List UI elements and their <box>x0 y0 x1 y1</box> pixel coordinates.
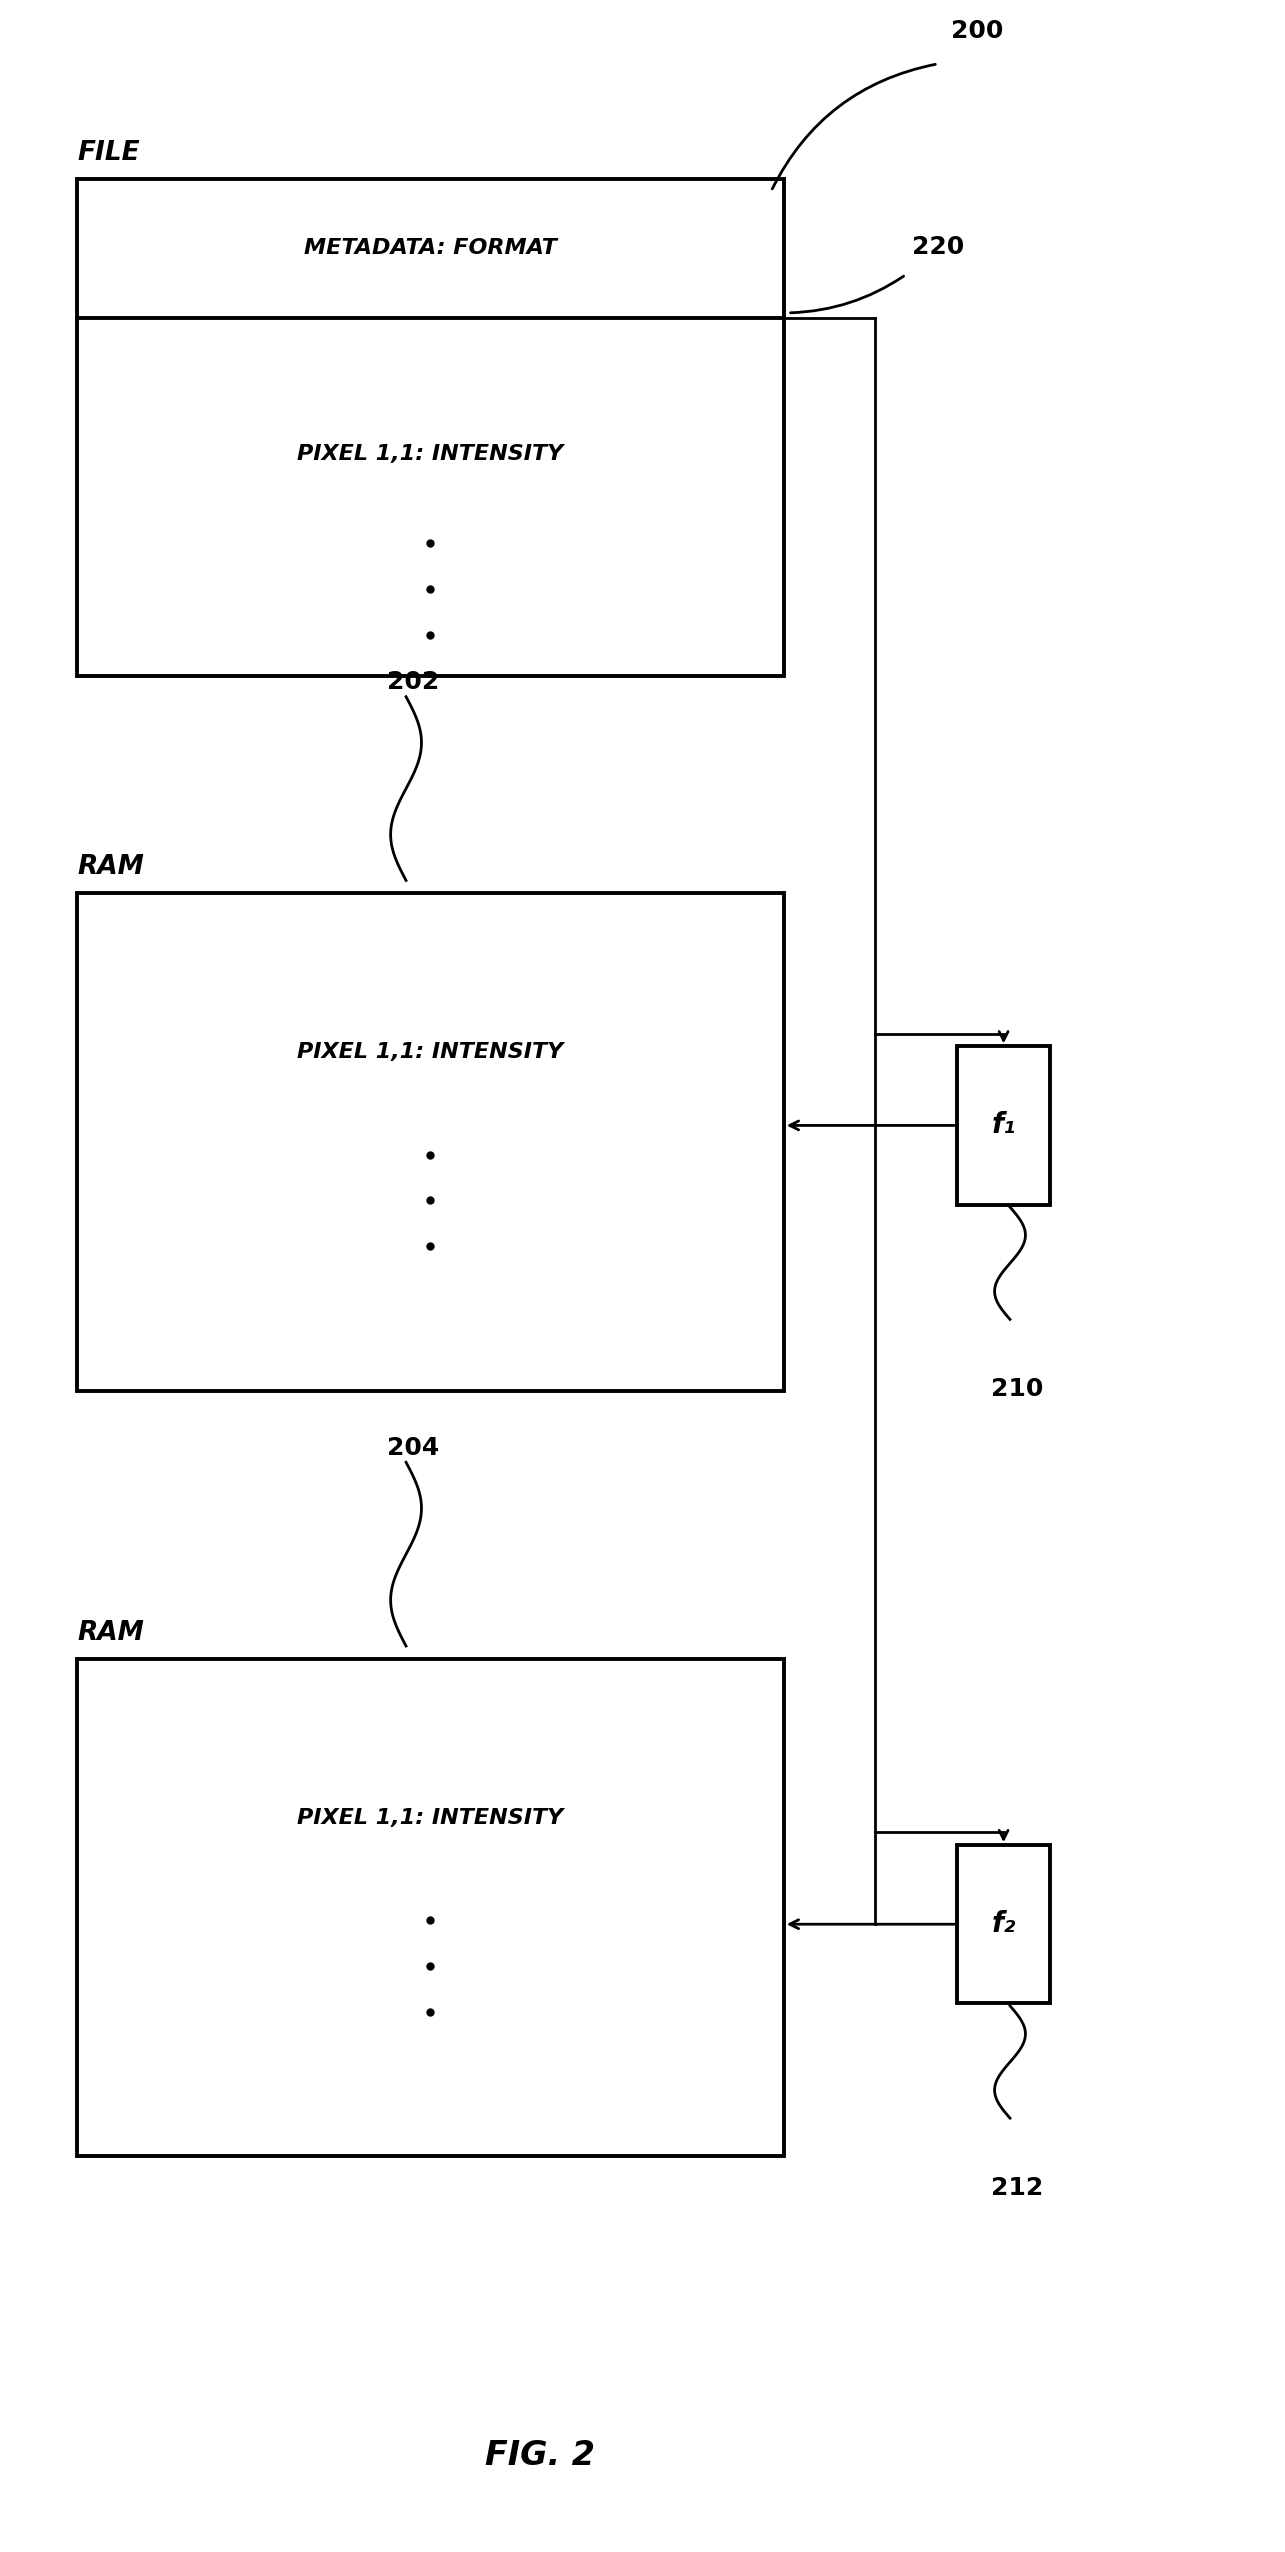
Text: FIG. 2: FIG. 2 <box>484 2440 595 2470</box>
Text: 204: 204 <box>387 1437 439 1460</box>
Text: PIXEL 1,1: INTENSITY: PIXEL 1,1: INTENSITY <box>297 1041 564 1062</box>
Text: f₁: f₁ <box>992 1113 1015 1138</box>
Text: 212: 212 <box>991 2177 1043 2200</box>
Text: 200: 200 <box>951 20 1004 43</box>
Bar <box>957 1845 1050 2003</box>
Bar <box>77 1659 784 2156</box>
Text: FILE: FILE <box>77 140 140 166</box>
Text: PIXEL 1,1: INTENSITY: PIXEL 1,1: INTENSITY <box>297 444 564 464</box>
Text: f₂: f₂ <box>992 1911 1015 1937</box>
Bar <box>77 179 784 676</box>
Bar <box>957 1046 1050 1205</box>
Text: PIXEL 1,1: INTENSITY: PIXEL 1,1: INTENSITY <box>297 1807 564 1827</box>
Bar <box>77 893 784 1391</box>
Text: 220: 220 <box>912 235 965 260</box>
Text: METADATA: FORMAT: METADATA: FORMAT <box>305 237 556 258</box>
Text: 202: 202 <box>387 671 439 694</box>
Text: 210: 210 <box>991 1378 1043 1401</box>
Text: RAM: RAM <box>77 855 144 880</box>
Text: RAM: RAM <box>77 1621 144 1646</box>
